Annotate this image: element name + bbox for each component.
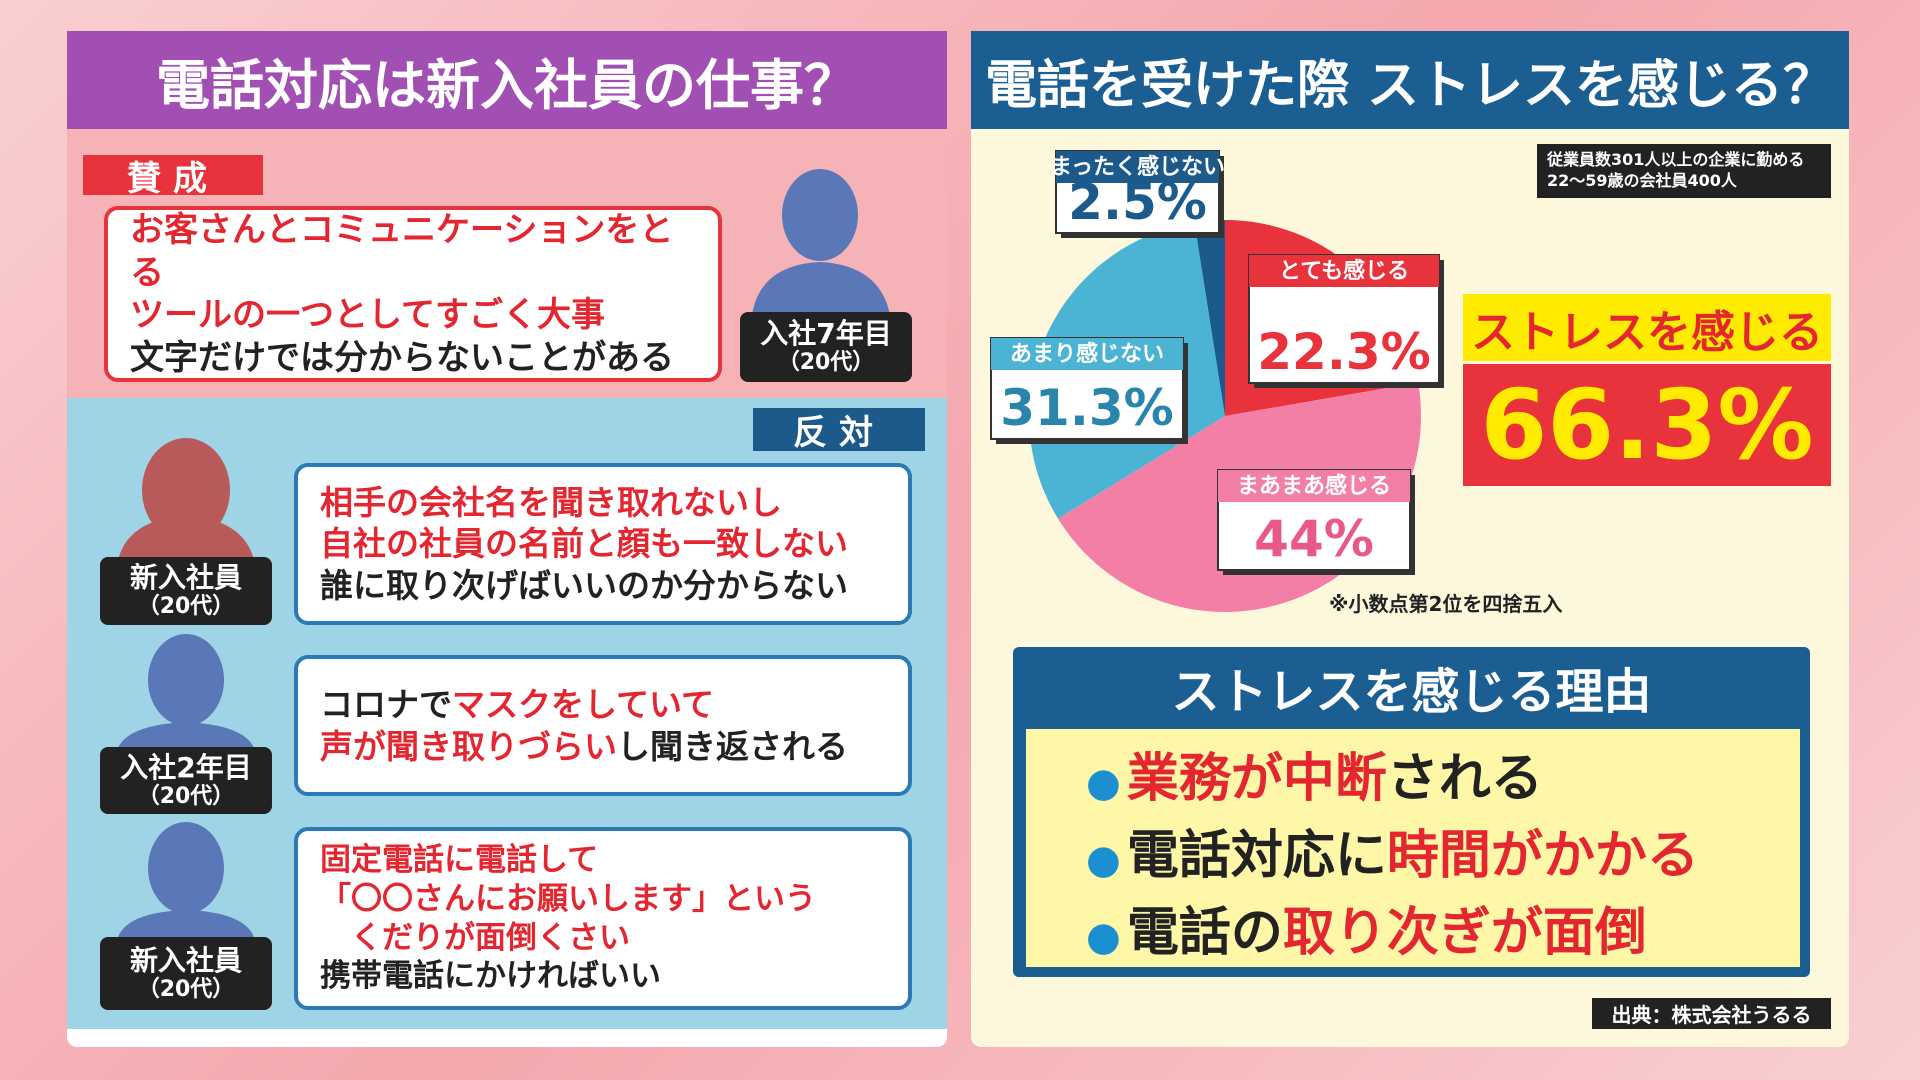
- text-segment: 誰に取り次げばいいのか分からない: [320, 565, 848, 605]
- text-segment: される: [1386, 749, 1543, 809]
- label-shadow: [1439, 260, 1444, 388]
- reason-item: ● 業務が中断される: [1086, 743, 1800, 820]
- text-segment: くだりが面倒くさい: [320, 919, 630, 956]
- category-label: まあまあ感じる: [1237, 473, 1391, 499]
- text-segment: 業務が中断: [1126, 749, 1387, 809]
- speaker-line: 新入社員: [129, 943, 242, 977]
- speaker-label: 入社7年目 （20代）: [740, 312, 912, 382]
- text-segment: 電話の: [1126, 903, 1283, 963]
- label-header: [991, 338, 1183, 370]
- text-line: 固定電話に電話して: [320, 841, 886, 880]
- label-header: [1249, 255, 1439, 287]
- text-segment: 電話対応に: [1126, 826, 1387, 886]
- value-label: 2.5%: [1068, 173, 1207, 231]
- speaker-line: （20代）: [777, 350, 875, 376]
- text-segment: 文字だけでは分からないことがある: [130, 337, 674, 378]
- summary-label: ストレスを感じる: [1463, 294, 1831, 361]
- label-header: [1056, 151, 1219, 183]
- speaker-label: 入社2年目 （20代）: [100, 747, 272, 814]
- text-segment: ツールの一つとしてすごく大事: [130, 295, 605, 335]
- text-segment: 自社の社員の名前と顔も一致しない: [320, 524, 848, 564]
- reason-item: ● 電話対応に時間がかかる: [1086, 820, 1800, 897]
- reasons-title: ストレスを感じる理由: [1171, 664, 1652, 720]
- note-line: 従業員数301人以上の企業に勤める: [1547, 150, 1805, 169]
- category-label: とても感じる: [1279, 258, 1409, 284]
- comment-bubble: 固定電話に電話して 「〇〇さんにお願いします」という くだりが面倒くさい 携帯電話に…: [294, 827, 912, 1010]
- left-title: 電話対応は新入社員の仕事？: [67, 31, 947, 129]
- label-shadow: [1183, 343, 1188, 444]
- value-label: 22.3%: [1257, 323, 1430, 381]
- text-line: くだりが面倒くさい: [320, 919, 886, 958]
- text-segment: コロナで: [320, 685, 452, 725]
- category-label: あまり感じない: [1010, 341, 1164, 367]
- bullet: ●: [1086, 837, 1121, 883]
- note-line: 22～59歳の会社員400人: [1547, 170, 1737, 190]
- category-label: まったく感じない: [1050, 154, 1225, 180]
- text-segment: 取り次ぎが面倒: [1282, 903, 1647, 963]
- text-line: 相手の会社名を聞き取れないし: [320, 482, 886, 523]
- text-segment: お客さんとコミュニケーションをとる: [130, 210, 674, 293]
- pie-slice: [1194, 220, 1225, 416]
- comment-bubble: コロナでマスクをしていて 声が聞き取りづらいし聞き返される: [294, 655, 912, 796]
- text-segment: 声が聞き取りづらい: [320, 726, 617, 766]
- pro-label: 賛成: [83, 155, 263, 199]
- summary-value: 66.3%: [1463, 364, 1831, 486]
- label-header: [1218, 470, 1410, 502]
- text-line: コロナでマスクをしていて: [320, 684, 886, 725]
- survey-note: 従業員数301人以上の企業に勤める 22～59歳の会社員400人: [1537, 144, 1831, 198]
- text-line: ツールの一つとしてすごく大事: [130, 294, 696, 337]
- right-title: 電話を受けた際 ストレスを感じる？: [971, 31, 1849, 129]
- text-line: お客さんとコミュニケーションをとる: [130, 209, 696, 294]
- text-line: 自社の社員の名前と顔も一致しない: [320, 523, 886, 564]
- speaker-line: 入社7年目: [760, 317, 892, 351]
- speaker-line: 新入社員: [129, 561, 242, 595]
- bullet: ●: [1086, 760, 1121, 806]
- text-line: 誰に取り次げばいいのか分からない: [320, 565, 886, 606]
- text-segment: 時間がかかる: [1386, 826, 1699, 886]
- label-shadow: [996, 439, 1188, 444]
- speaker-line: 入社2年目: [120, 750, 252, 784]
- text-line: 文字だけでは分からないことがある: [130, 337, 696, 380]
- bullet: ●: [1086, 914, 1121, 960]
- text-segment: 相手の会社名を聞き取れないし: [320, 483, 782, 523]
- figure: [752, 169, 890, 315]
- text-line: 携帯電話にかければいい: [320, 957, 886, 996]
- text-line: 「〇〇さんにお願いします」という: [320, 880, 886, 919]
- comment-bubble: お客さんとコミュニケーションをとる ツールの一つとしてすごく大事 文字だけでは分から…: [104, 206, 722, 382]
- text-segment: し聞き返される: [617, 726, 848, 766]
- text-line: 声が聞き取りづらいし聞き返される: [320, 726, 886, 767]
- value-label: 44%: [1254, 510, 1374, 568]
- text-segment: 固定電話に電話して: [320, 842, 599, 878]
- figure: [118, 822, 254, 937]
- footnote: ※小数点第2位を四捨五入: [1329, 592, 1563, 616]
- label-shadow: [1254, 383, 1444, 388]
- label-shadow: [1061, 233, 1224, 238]
- label-shadow: [1219, 156, 1224, 238]
- comment-bubble: 相手の会社名を聞き取れないし 自社の社員の名前と顔も一致しない 誰に取り次げばいいの…: [294, 463, 912, 625]
- source: 出典：株式会社うるる: [1592, 998, 1831, 1029]
- text-segment: 携帯電話にかければいい: [320, 958, 661, 995]
- speaker-line: （20代）: [137, 976, 235, 1002]
- reason-item: ● 電話の取り次ぎが面倒: [1086, 897, 1800, 974]
- pie-chart: とても感じる 22.3% まあまあ感じる 44% あまり感じない 31.3% まったく感じな…: [990, 150, 1444, 612]
- figure: [118, 438, 254, 560]
- figure: [118, 634, 254, 748]
- text-segment: マスクをしていて: [452, 685, 715, 725]
- label-shadow: [1410, 475, 1415, 575]
- label-shadow: [1223, 570, 1415, 575]
- speaker-line: （20代）: [137, 783, 235, 809]
- con-label: 反対: [753, 408, 925, 453]
- speaker-label: 新入社員 （20代）: [100, 557, 272, 625]
- text-segment: 「〇〇さんにお願いします」という: [320, 880, 816, 917]
- reasons-list: ● 業務が中断される ● 電話対応に時間がかかる ● 電話の取り次ぎが面倒: [1026, 729, 1800, 967]
- value-label: 31.3%: [1000, 379, 1173, 437]
- speaker-label: 新入社員 （20代）: [100, 937, 272, 1010]
- speaker-line: （20代）: [137, 594, 235, 620]
